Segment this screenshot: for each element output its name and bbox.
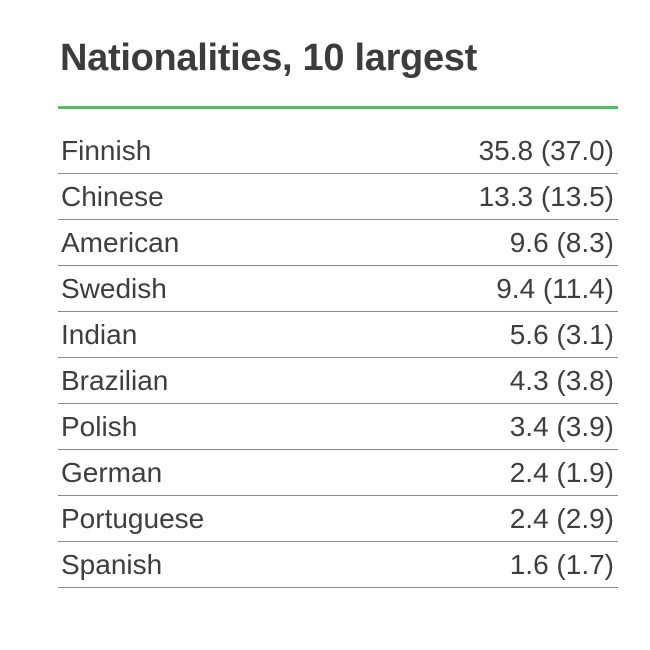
nationality-value: 9.6 (8.3) <box>509 226 614 258</box>
nationality-value: 9.4 (11.4) <box>496 272 614 304</box>
nationality-label: Indian <box>61 318 138 350</box>
table-row: Indian 5.6 (3.1) <box>58 312 618 358</box>
nationality-label: Finnish <box>61 134 152 166</box>
nationality-label: Chinese <box>61 180 164 212</box>
nationality-value: 3.4 (3.9) <box>509 410 614 442</box>
nationality-value: 13.3 (13.5) <box>478 180 614 212</box>
nationality-label: Swedish <box>61 272 167 304</box>
nationality-label: Spanish <box>61 548 163 580</box>
table-row: Polish 3.4 (3.9) <box>58 404 618 450</box>
nationality-label: German <box>61 456 163 488</box>
nationality-value: 35.8 (37.0) <box>478 134 614 166</box>
nationality-value: 2.4 (2.9) <box>509 502 614 534</box>
table-row: Chinese 13.3 (13.5) <box>58 174 618 220</box>
nationalities-table: Finnish 35.8 (37.0) Chinese 13.3 (13.5) … <box>58 128 618 588</box>
title-underline <box>58 106 618 109</box>
table-row: Finnish 35.8 (37.0) <box>58 128 618 174</box>
table-row: Spanish 1.6 (1.7) <box>58 542 618 588</box>
table-title: Nationalities, 10 largest <box>60 37 477 79</box>
nationality-label: Polish <box>61 410 138 442</box>
table-row: Swedish 9.4 (11.4) <box>58 266 618 312</box>
nationality-value: 5.6 (3.1) <box>509 318 614 350</box>
nationality-label: Brazilian <box>61 364 169 396</box>
table-row: American 9.6 (8.3) <box>58 220 618 266</box>
table-row: Portuguese 2.4 (2.9) <box>58 496 618 542</box>
nationality-value: 2.4 (1.9) <box>509 456 614 488</box>
nationality-label: Portuguese <box>61 502 205 534</box>
table-row: Brazilian 4.3 (3.8) <box>58 358 618 404</box>
nationality-label: American <box>61 226 180 258</box>
nationality-value: 1.6 (1.7) <box>509 548 614 580</box>
nationality-value: 4.3 (3.8) <box>509 364 614 396</box>
table-row: German 2.4 (1.9) <box>58 450 618 496</box>
